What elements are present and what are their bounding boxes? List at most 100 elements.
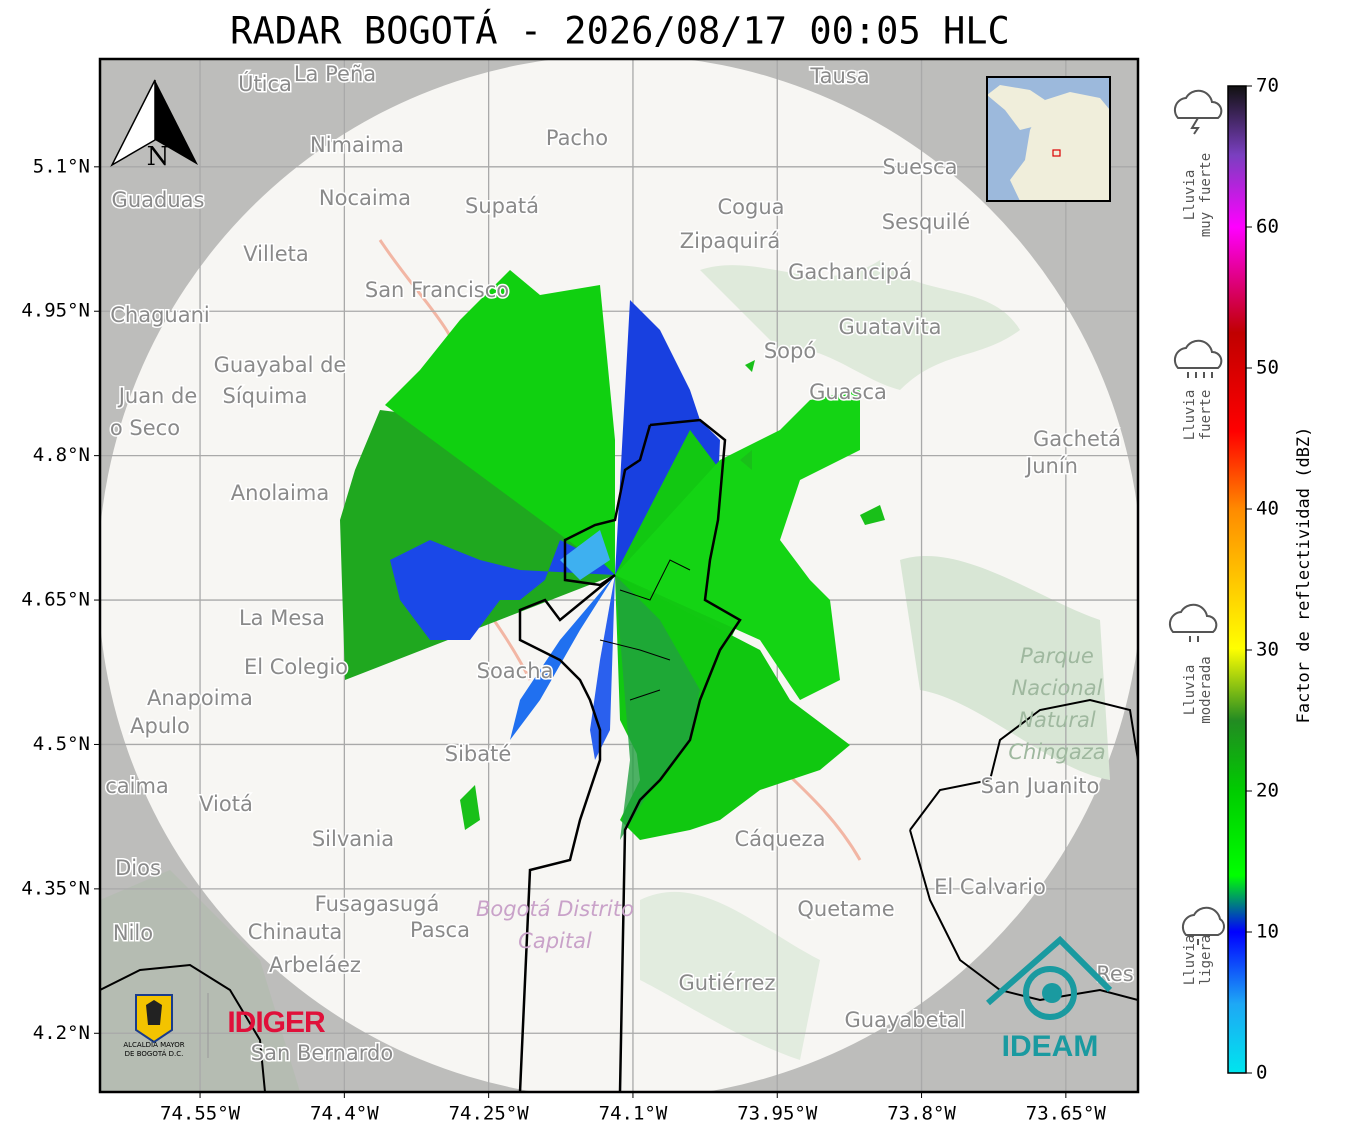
rain-level-label: Lluvia	[1182, 665, 1198, 716]
terrain	[700, 260, 1020, 390]
place-label: Tausa	[809, 64, 869, 88]
park-label: Capital	[518, 929, 592, 953]
rain-icons	[1168, 89, 1225, 945]
x-tick-label: 73.8°W	[887, 1103, 956, 1125]
place-label: Sibaté	[445, 742, 512, 766]
place-label: Apulo	[130, 714, 190, 738]
park-label: Parque	[1020, 644, 1094, 668]
logo-ideam: IDEAM	[986, 935, 1113, 1063]
colorbar-tick-label: 10	[1256, 921, 1279, 943]
place-label: Sesquilé	[882, 210, 970, 234]
x-tick-label: 74.1°W	[599, 1103, 668, 1125]
y-tick-label: 5.1°N	[33, 155, 90, 177]
place-label: Juan de	[117, 384, 198, 408]
place-label: Supatá	[465, 194, 539, 218]
colorbar-tick-label: 0	[1256, 1062, 1267, 1084]
colorbar-tick-label: 50	[1256, 357, 1279, 379]
place-label: Guaduas	[112, 188, 205, 212]
logo-alcaldia: ALCALDÍA MAYOR DE BOGOTÁ D.C.	[123, 993, 209, 1058]
rain-level-label: ligera	[1198, 935, 1214, 986]
colorbar-tick-label: 70	[1256, 75, 1279, 97]
place-label: o Seco	[110, 416, 180, 440]
terrain	[640, 891, 820, 1060]
place-label: La Mesa	[239, 606, 325, 630]
place-label: Junín	[1024, 454, 1078, 478]
north-arrow: N	[110, 79, 198, 172]
map-frame	[98, 57, 1140, 1094]
place-label: Anolaima	[231, 481, 329, 505]
rain-level-label: Lluvia	[1182, 170, 1198, 221]
title: RADAR BOGOTÁ - 2026/08/17 00:05 HLC	[230, 9, 1010, 53]
logo-text: DE BOGOTÁ D.C.	[125, 1049, 184, 1058]
place-label: Sopó	[764, 339, 816, 363]
place-label: Dios	[115, 856, 161, 880]
place-label: Chinauta	[248, 920, 342, 944]
x-tick-label: 74.25°W	[449, 1103, 530, 1125]
place-label: San Bernardo	[251, 1041, 393, 1065]
rain-level-label: Lluvia	[1182, 935, 1198, 986]
place-label: Zipaquirá	[680, 229, 780, 253]
place-label: Cáqueza	[735, 827, 826, 851]
place-label: La Peña	[294, 62, 376, 86]
colorbar-tick-label: 40	[1256, 498, 1279, 520]
x-tick-label: 74.55°W	[160, 1103, 241, 1125]
place-label: Guasca	[809, 380, 887, 404]
rain-level: Lluvia fuerte	[1182, 390, 1214, 441]
colorbar-tick-label: 60	[1256, 216, 1279, 238]
colorbar-label: Factor de reflectividad (dBZ)	[1294, 427, 1314, 724]
logo-ideam-text: IDEAM	[1002, 1030, 1099, 1063]
colorbar-tick-label: 30	[1256, 639, 1279, 661]
place-label: Gutiérrez	[679, 971, 776, 995]
place-label: Silvania	[312, 827, 394, 851]
logo-text: ALCALDÍA MAYOR	[123, 1040, 184, 1049]
place-label: Gachancipá	[788, 260, 912, 284]
rain-level-label: moderada	[1198, 656, 1214, 723]
x-tick-label: 73.65°W	[1026, 1103, 1107, 1125]
park-label: Bogotá Distrito	[476, 897, 634, 921]
place-label: Soacha	[477, 659, 554, 683]
y-tick-label: 4.8°N	[33, 444, 90, 466]
place-label: Res	[1096, 962, 1134, 986]
place-label: Pasca	[410, 918, 470, 942]
rain-level-label: Lluvia	[1182, 390, 1198, 441]
place-label: Chaguani	[110, 303, 210, 327]
place-label: Síquima	[223, 384, 308, 408]
place-label: Quetame	[797, 897, 894, 921]
y-tick-label: 4.2°N	[33, 1022, 90, 1044]
place-label: San Juanito	[981, 774, 1100, 798]
x-tick-label: 73.95°W	[737, 1103, 818, 1125]
place-label: Anapoima	[147, 686, 253, 710]
park-label: Chingaza	[1008, 740, 1105, 764]
rain-level-label: fuerte	[1198, 390, 1214, 441]
place-label: San Francisco	[365, 278, 509, 302]
place-label: Viotá	[199, 792, 253, 816]
terrain	[900, 555, 1110, 780]
rain-level: Lluvia muy fuerte	[1182, 153, 1214, 237]
y-tick-label: 4.35°N	[21, 877, 90, 899]
place-label: Arbeláez	[269, 953, 361, 977]
y-tick-label: 4.65°N	[21, 589, 90, 611]
place-label: Fusagasugá	[315, 892, 440, 916]
place-label: Guayabal de	[214, 353, 347, 377]
place-label: Nocaima	[319, 186, 411, 210]
colorbar-tick-label: 20	[1256, 780, 1279, 802]
rain-level: Lluvia ligera	[1182, 935, 1214, 986]
place-label: El Colegio	[244, 655, 348, 679]
place-label: El Calvario	[934, 875, 1046, 899]
place-label: caima	[105, 774, 169, 798]
place-label: Cogua	[717, 195, 784, 219]
place-label: Suesca	[883, 155, 958, 179]
logo-idiger: IDIGER	[227, 1006, 326, 1039]
place-label: Gachetá	[1033, 427, 1121, 451]
map-area: Útica La Peña Tausa Pacho Nimaima Guaduas Noca…	[100, 59, 1138, 1092]
park-label: Natural	[1018, 708, 1096, 732]
boundary	[599, 559, 691, 701]
inset-map	[986, 76, 1111, 202]
y-tick-label: 4.95°N	[21, 300, 90, 322]
place-label: Nimaima	[310, 133, 404, 157]
place-label: Guatavita	[839, 315, 942, 339]
place-label: Útica	[238, 71, 292, 96]
place-label: Guayabetal	[845, 1008, 966, 1032]
